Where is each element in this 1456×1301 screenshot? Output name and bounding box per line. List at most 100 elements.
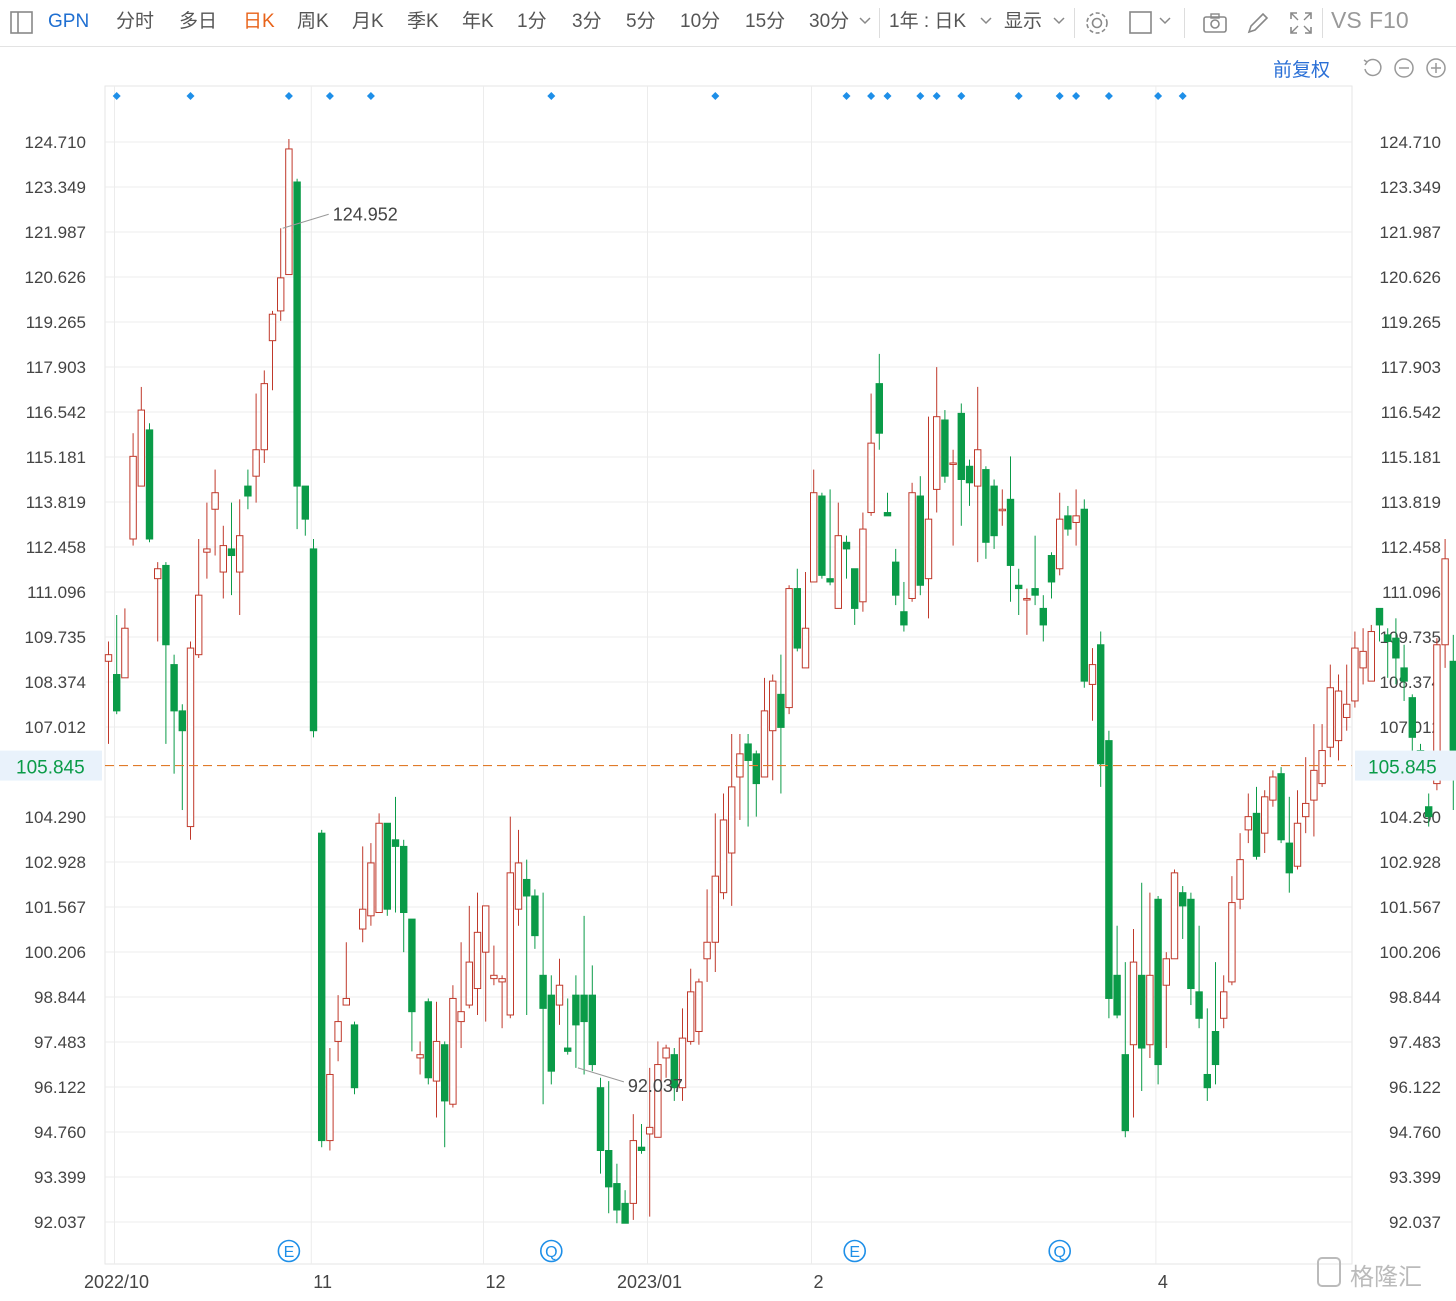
candle[interactable]: [1039, 595, 1047, 642]
candle[interactable]: [703, 889, 711, 982]
candle[interactable]: [957, 403, 965, 526]
candle[interactable]: [892, 548, 900, 606]
candle[interactable]: [695, 978, 703, 1045]
candle[interactable]: [1170, 869, 1179, 960]
candle[interactable]: [1228, 876, 1236, 986]
candle[interactable]: [178, 704, 187, 811]
candle[interactable]: [1351, 631, 1359, 708]
candle[interactable]: [424, 998, 433, 1085]
candle[interactable]: [506, 816, 515, 1019]
candle[interactable]: [236, 499, 244, 616]
candle[interactable]: [859, 512, 867, 612]
candle[interactable]: [810, 469, 818, 583]
candle[interactable]: [990, 479, 998, 549]
candle[interactable]: [113, 615, 121, 715]
candle[interactable]: [1269, 770, 1277, 807]
candle[interactable]: [350, 1021, 359, 1095]
tab-weekly-k[interactable]: 周K: [297, 11, 329, 32]
candle[interactable]: [309, 538, 318, 738]
candle[interactable]: [1121, 962, 1129, 1138]
candle[interactable]: [1154, 895, 1162, 1085]
candle[interactable]: [646, 1067, 654, 1217]
candle[interactable]: [875, 353, 883, 450]
candle[interactable]: [400, 839, 408, 953]
candle[interactable]: [211, 469, 219, 556]
tab-1min[interactable]: 1分: [517, 11, 547, 32]
candle[interactable]: [793, 568, 801, 652]
candle[interactable]: [580, 915, 588, 1075]
chevron-down-icon[interactable]: [1157, 13, 1173, 29]
candle[interactable]: [277, 228, 285, 321]
candle[interactable]: [1146, 892, 1154, 1058]
symbol-label[interactable]: GPN: [48, 11, 90, 32]
candle[interactable]: [1129, 929, 1138, 1118]
candle[interactable]: [490, 945, 498, 986]
reset-icon[interactable]: [1361, 57, 1383, 79]
candle[interactable]: [555, 958, 564, 1025]
candle[interactable]: [1244, 793, 1252, 844]
candle[interactable]: [285, 139, 293, 276]
candle[interactable]: [613, 1163, 621, 1224]
candle[interactable]: [252, 393, 260, 503]
gear-icon[interactable]: [1083, 9, 1111, 37]
candle[interactable]: [203, 502, 211, 579]
candle[interactable]: [974, 386, 982, 563]
candle[interactable]: [408, 918, 416, 1052]
tab-5min[interactable]: 5分: [626, 11, 656, 32]
candle[interactable]: [359, 846, 367, 943]
candle[interactable]: [670, 1048, 678, 1101]
candle[interactable]: [908, 482, 916, 602]
candle[interactable]: [834, 502, 842, 609]
candle[interactable]: [1097, 631, 1105, 787]
candle[interactable]: [998, 489, 1006, 526]
candle[interactable]: [482, 905, 490, 1022]
candle[interactable]: [449, 985, 457, 1108]
candle[interactable]: [129, 433, 137, 546]
candle[interactable]: [375, 813, 383, 914]
candle[interactable]: [900, 581, 908, 632]
candle[interactable]: [293, 178, 301, 530]
candle[interactable]: [1187, 892, 1195, 1006]
tab-fenshi[interactable]: 分时: [116, 11, 155, 32]
candle[interactable]: [1343, 664, 1351, 731]
candle[interactable]: [301, 485, 310, 536]
candle[interactable]: [605, 1081, 613, 1214]
candle[interactable]: [539, 892, 547, 1105]
tab-daily-k[interactable]: 日K: [243, 11, 275, 32]
candle[interactable]: [1015, 568, 1023, 616]
candle[interactable]: [1318, 724, 1326, 787]
candle[interactable]: [154, 562, 162, 642]
tab-10min[interactable]: 10分: [680, 11, 721, 32]
candle[interactable]: [441, 1041, 449, 1148]
candle[interactable]: [596, 1077, 605, 1174]
candle[interactable]: [941, 410, 949, 483]
pencil-icon[interactable]: [1244, 9, 1272, 37]
display-select[interactable]: 显示: [1004, 11, 1043, 32]
candle[interactable]: [1261, 790, 1269, 854]
candle[interactable]: [523, 859, 531, 1015]
candle[interactable]: [965, 459, 974, 506]
candle[interactable]: [1072, 489, 1080, 546]
candle[interactable]: [1195, 925, 1203, 1029]
range-select[interactable]: 1年 : 日K: [889, 11, 967, 32]
candle[interactable]: [1326, 664, 1334, 758]
candle[interactable]: [883, 492, 892, 517]
candle[interactable]: [728, 734, 736, 906]
candle[interactable]: [1334, 674, 1343, 761]
candle[interactable]: [982, 466, 990, 559]
candle[interactable]: [1384, 628, 1392, 678]
candle[interactable]: [924, 416, 933, 619]
candle[interactable]: [219, 525, 228, 599]
chevron-down-icon[interactable]: [978, 13, 994, 29]
candle[interactable]: [1056, 492, 1064, 576]
chevron-down-icon[interactable]: [1051, 13, 1067, 29]
candle[interactable]: [162, 562, 170, 744]
candle[interactable]: [736, 734, 744, 820]
candle[interactable]: [465, 905, 474, 1009]
candle[interactable]: [145, 423, 154, 543]
candle[interactable]: [1293, 790, 1302, 870]
candle[interactable]: [654, 1041, 662, 1138]
candle[interactable]: [186, 641, 195, 840]
candle[interactable]: [457, 942, 465, 1049]
candle[interactable]: [170, 654, 178, 774]
